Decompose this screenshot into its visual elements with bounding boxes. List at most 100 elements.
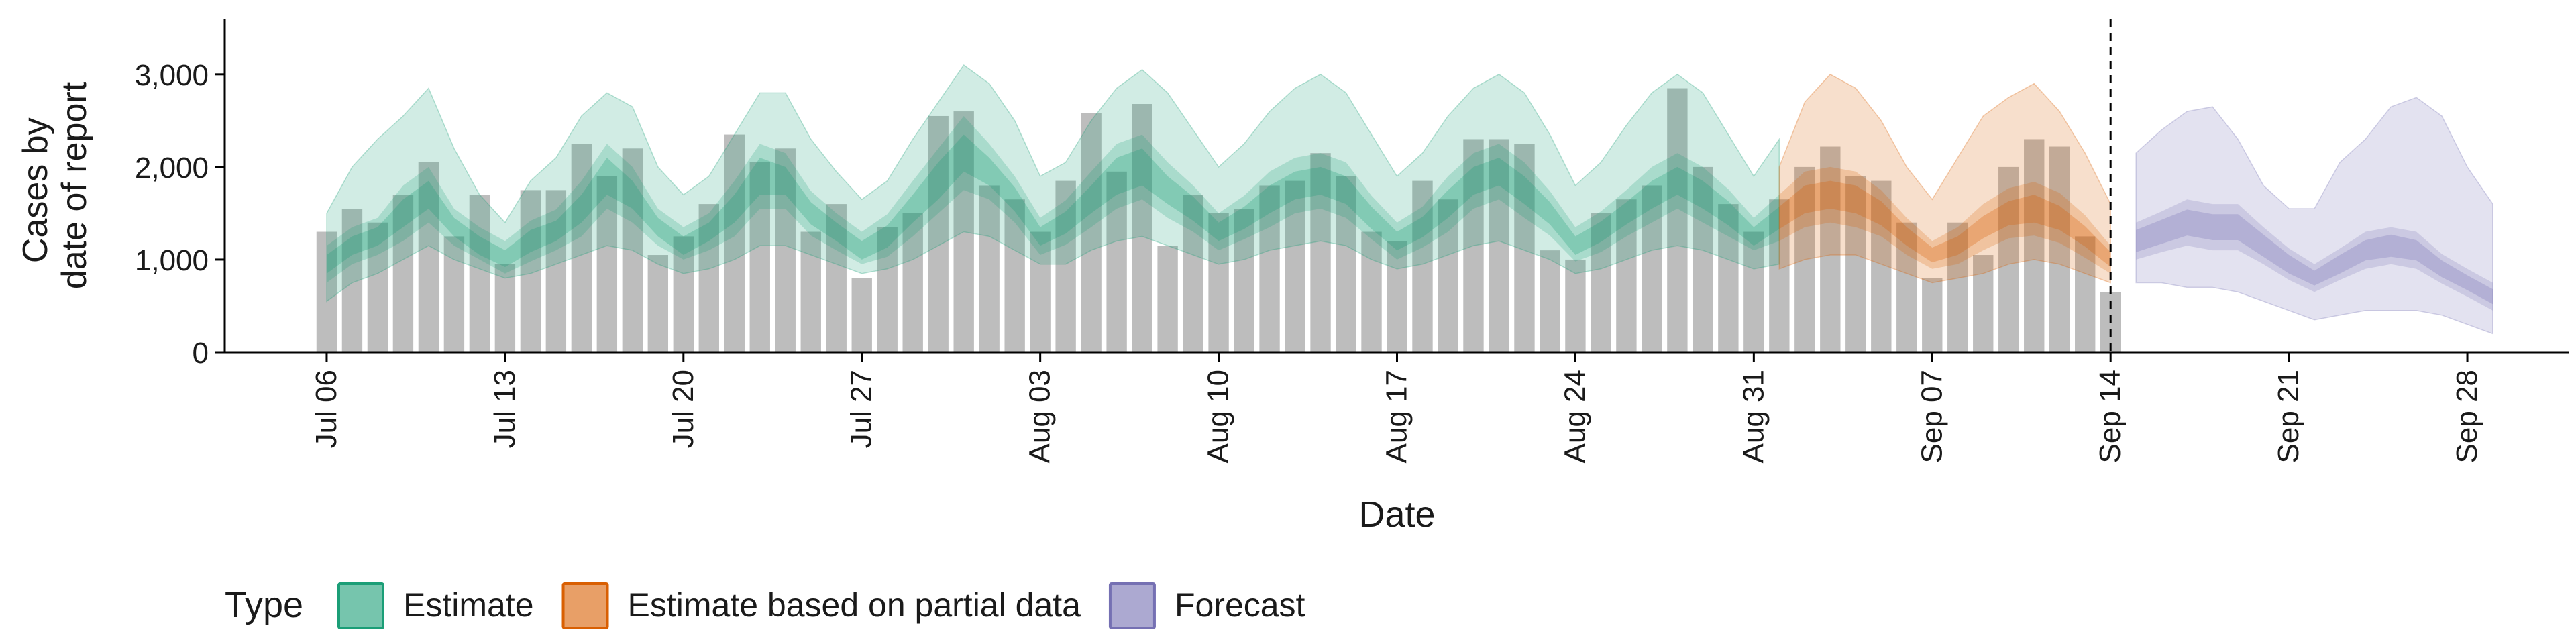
reported-cases-bar (571, 144, 592, 352)
legend-items: Estimate Estimate based on partial data Fo… (337, 582, 1305, 629)
reported-cases-bar (622, 148, 643, 352)
reported-cases-bar (877, 227, 898, 352)
x-tick-label: Sep 14 (2094, 370, 2127, 463)
reported-cases-bar (1540, 250, 1560, 352)
forecast-band-95 (2135, 97, 2493, 335)
legend-label: Forecast (1175, 586, 1305, 624)
reported-cases-bar (1387, 241, 1407, 352)
reported-cases-bar (1183, 195, 1203, 352)
reported-cases-bar (494, 264, 516, 352)
reported-cases-bar (749, 162, 770, 352)
reported-cases-bar (1845, 176, 1866, 352)
reported-cases-bar (1081, 113, 1102, 353)
reported-cases-bar (1208, 213, 1229, 352)
reported-cases-bar (1896, 222, 1917, 352)
reported-cases-bar (596, 176, 618, 352)
reported-cases-bar (1132, 104, 1152, 352)
reported-cases-bar (2049, 146, 2070, 352)
reported-cases-bar (698, 204, 719, 352)
axes: 0 1,000 2,000 3,000 Jul 06 Jul 13 Jul 20 Jul 2… (135, 19, 2569, 463)
reported-cases-bar (1922, 278, 1943, 352)
reported-cases-bar (1106, 171, 1127, 352)
x-tick-label: Aug 03 (1024, 370, 1057, 463)
reported-cases-bar (1591, 213, 1611, 352)
legend-swatch (1108, 582, 1156, 629)
reported-cases-bar (1820, 146, 1841, 352)
estimate-based-on-partial-data-band-50 (1779, 180, 2111, 267)
y-tick-label: 2,000 (135, 152, 209, 184)
y-axis-title: Cases by date of report (16, 81, 94, 289)
reported-cases-bar (1743, 231, 1764, 352)
estimate-band-50 (327, 134, 1780, 274)
reported-cases-bar (1693, 166, 1713, 352)
reported-cases-bar (341, 209, 363, 352)
reported-cases-bar (1463, 139, 1484, 352)
x-tick-label: Aug 10 (1202, 370, 1235, 463)
legend-label: Estimate based on partial data (628, 586, 1081, 624)
reported-cases-bar (1871, 180, 1892, 352)
reported-cases-bars (316, 88, 2121, 353)
reported-cases-bar (1769, 199, 1790, 352)
reported-cases-bar (953, 111, 974, 353)
reported-cases-bar (1412, 180, 1433, 352)
reported-cases-bar (1642, 185, 1662, 352)
reported-cases-bar (1336, 176, 1356, 352)
forecast-band-90 (2136, 199, 2493, 311)
y-axis-ticks: 0 1,000 2,000 3,000 (135, 59, 225, 370)
reported-cases-bar (1718, 204, 1739, 352)
reported-cases-bar (673, 236, 694, 352)
x-tick-label: Jul 27 (845, 370, 878, 448)
reported-cases-bar (520, 190, 541, 352)
x-tick-label: Jul 13 (488, 370, 521, 448)
legend-title: Type (225, 585, 303, 625)
reported-cases-bar (1285, 180, 1305, 352)
x-axis-ticks: Jul 06 Jul 13 Jul 20 Jul 27 Aug 03 Aug 10 Aug … (310, 352, 2483, 463)
y-axis-title-line-2: date of report (55, 81, 94, 289)
reported-cases-bar (647, 255, 669, 352)
x-tick-label: Aug 31 (1737, 370, 1770, 463)
estimate-bands (326, 64, 2493, 335)
reported-cases-bar (1667, 88, 1688, 352)
reported-cases-bar (1616, 199, 1637, 352)
estimate-band-90 (327, 116, 1780, 283)
legend-swatch (337, 582, 384, 629)
reported-cases-bar (392, 195, 414, 352)
reported-cases-bar (418, 162, 439, 352)
reported-cases-bar (1157, 246, 1178, 352)
forecast-band-50 (2136, 209, 2493, 305)
reported-cases-bar (1310, 153, 1331, 353)
reported-cases-bar (979, 185, 1000, 352)
x-tick-label: Aug 24 (1558, 370, 1591, 463)
reported-cases-bar (1565, 259, 1586, 352)
reported-cases-bar (2075, 236, 2096, 352)
reported-cases-bar (928, 115, 949, 353)
reported-cases-bar (316, 231, 337, 352)
reported-cases-bar (1234, 209, 1254, 352)
reported-cases-bar (1259, 185, 1280, 352)
reported-cases-bar (775, 148, 796, 352)
reported-cases-bar (1004, 199, 1025, 352)
reported-cases-bar (826, 204, 847, 352)
reported-cases-bar (367, 222, 388, 352)
estimate-based-on-partial-data-band-95 (1778, 73, 2111, 284)
reported-cases-bar (1489, 139, 1509, 352)
x-tick-label: Sep 07 (1915, 370, 1948, 463)
x-axis-title: Date (1358, 494, 1435, 535)
legend: Type Estimate Estimate based on partial d… (225, 582, 1305, 629)
x-tick-label: Sep 28 (2451, 370, 2483, 463)
reported-cases-bar (1055, 180, 1076, 352)
reported-cases-bar (1361, 231, 1382, 352)
reported-cases-bar (1514, 144, 1535, 352)
reported-cases-bar (1794, 166, 1815, 352)
estimate-based-on-partial-data-band-90 (1779, 166, 2111, 274)
reported-cases-bar (443, 236, 465, 352)
reported-cases-bar (851, 278, 872, 352)
reported-cases-bar (1947, 222, 1968, 352)
estimate-band-95 (326, 64, 1780, 303)
y-tick-label: 1,000 (135, 244, 209, 277)
reported-cases-bar (469, 195, 490, 352)
reported-cases-bar (1438, 199, 1458, 352)
reported-cases-bar (724, 134, 745, 352)
reported-cases-bar (800, 231, 821, 352)
